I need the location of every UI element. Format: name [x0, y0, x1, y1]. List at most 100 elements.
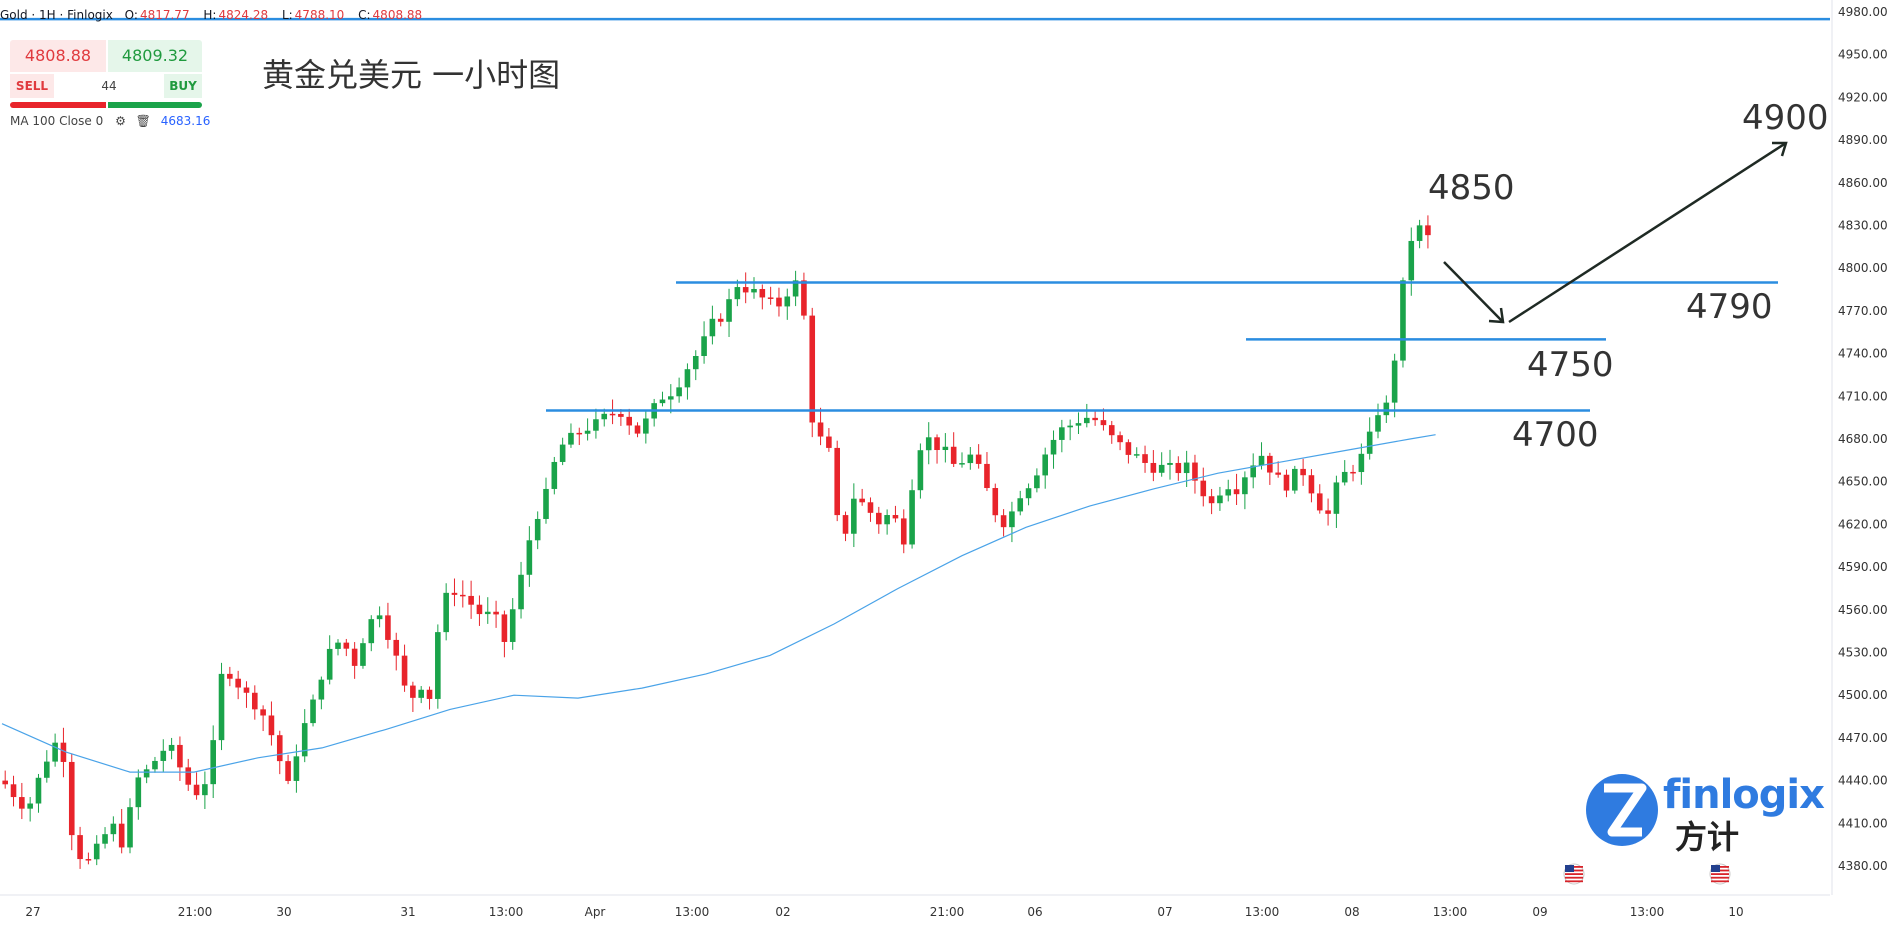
candle-body	[1183, 462, 1190, 474]
price-tick-label: 4920.00	[1838, 90, 1888, 104]
candle-body	[784, 296, 791, 307]
buy-button[interactable]: BUY	[164, 74, 202, 98]
candle-body	[1084, 417, 1090, 424]
sell-button[interactable]: SELL	[10, 74, 54, 98]
ma-100-line	[1, 434, 1436, 773]
candle-body	[1009, 511, 1015, 528]
price-tick-label: 4680.00	[1838, 432, 1888, 446]
candle-body	[152, 760, 158, 770]
candle-body	[268, 715, 275, 736]
candle-body	[1416, 225, 1423, 241]
price-tick-label: 4650.00	[1838, 475, 1888, 489]
buy-price[interactable]: 4809.32	[108, 40, 202, 72]
candle-body	[1034, 475, 1040, 489]
candle-body	[1142, 454, 1148, 463]
indicator-value: 4683.16	[160, 114, 211, 128]
candle-body	[559, 444, 566, 462]
candle-body	[851, 498, 857, 534]
arrow-up-line	[1508, 141, 1787, 324]
candle-body	[393, 639, 400, 656]
indicator-legend[interactable]: MA 100 Close 0 ⚙ 🗑 4683.16	[10, 114, 210, 128]
candle-body	[609, 413, 616, 416]
low-value: 4788.10	[294, 8, 345, 22]
candle-body	[526, 540, 533, 575]
price-tick-label: 4560.00	[1838, 603, 1888, 617]
candle-body	[1325, 510, 1331, 514]
candle-body	[942, 446, 949, 451]
open-key: O:	[124, 8, 138, 22]
price-tick-label: 4440.00	[1838, 774, 1888, 788]
candle-body	[110, 823, 117, 835]
arrow-down-line	[1443, 261, 1504, 323]
candle-body	[1258, 455, 1265, 466]
candle-body	[310, 699, 316, 724]
time-tick-label: 13:00	[1245, 905, 1280, 919]
candle-body	[44, 761, 50, 778]
label-4790: 4790	[1686, 287, 1773, 327]
time-axis: 27 21:00 30 31 13:00 Apr 13:00 02 21:00 06 07 13:00…	[0, 894, 1830, 919]
candle-body	[27, 803, 33, 809]
candle-body	[385, 615, 391, 640]
close-value: 4808.88	[372, 8, 423, 22]
candle-body	[1275, 472, 1281, 475]
candle-body	[335, 642, 341, 649]
gear-icon[interactable]: ⚙	[115, 114, 126, 128]
logo-z-icon	[1604, 783, 1647, 837]
candle-body	[60, 742, 67, 762]
arrow-down-head	[1488, 307, 1505, 324]
candle-body	[842, 515, 849, 534]
candle-body	[692, 356, 699, 370]
candle-body	[950, 446, 957, 464]
candle-body	[1425, 225, 1431, 236]
candle-body	[1075, 423, 1082, 426]
logo-text: finlogix	[1663, 772, 1825, 818]
candle-body	[1192, 462, 1198, 481]
price-tick-label: 4500.00	[1838, 688, 1888, 702]
candle-body	[1175, 462, 1182, 474]
chart-title: 黄金兑美元 一小时图	[262, 56, 561, 94]
high-value: 4824.28	[218, 8, 269, 22]
candle-body	[168, 744, 175, 751]
candle-body	[534, 518, 541, 541]
candle-body	[143, 769, 150, 778]
time-tick-label: 13:00	[489, 905, 524, 919]
candle-body	[809, 315, 816, 423]
candle-body	[376, 615, 383, 620]
trash-icon[interactable]: 🗑	[135, 114, 151, 128]
candle-body	[435, 632, 441, 699]
candle-body	[301, 723, 308, 757]
price-tick-label: 4860.00	[1838, 176, 1888, 190]
candle-body	[967, 454, 974, 464]
candle-body	[451, 592, 458, 595]
candle-body	[1217, 495, 1223, 504]
symbol-label: Gold · 1H · Finlogix	[0, 8, 113, 22]
candle-body	[493, 611, 499, 615]
candle-body	[959, 463, 965, 465]
candle-body	[626, 416, 632, 426]
finlogix-logo-mark	[1586, 774, 1658, 846]
candle-body	[817, 422, 824, 437]
candle-body	[260, 709, 266, 716]
trade-panel: 4808.88 4809.32 SELL 44 BUY	[8, 36, 202, 110]
candle-body	[676, 387, 682, 397]
time-tick-label: 02	[775, 905, 790, 919]
high-key: H:	[203, 8, 217, 22]
price-tick-label: 4800.00	[1838, 261, 1888, 275]
candle-body	[759, 288, 766, 298]
candle-body	[318, 679, 325, 700]
candle-body	[801, 280, 807, 316]
close-key: C:	[358, 8, 371, 22]
candle-body	[1067, 425, 1073, 428]
candle-body	[568, 432, 574, 445]
candle-body	[917, 450, 924, 491]
sell-price[interactable]: 4808.88	[10, 40, 106, 72]
candle-body	[659, 399, 666, 404]
sell-bar	[10, 102, 106, 108]
candle-body	[643, 418, 649, 434]
indicator-label: MA 100 Close 0	[10, 114, 104, 128]
time-tick-label: 30	[276, 905, 291, 919]
candle-body	[1050, 439, 1057, 455]
candle-body	[709, 318, 716, 337]
candle-body	[992, 488, 999, 516]
